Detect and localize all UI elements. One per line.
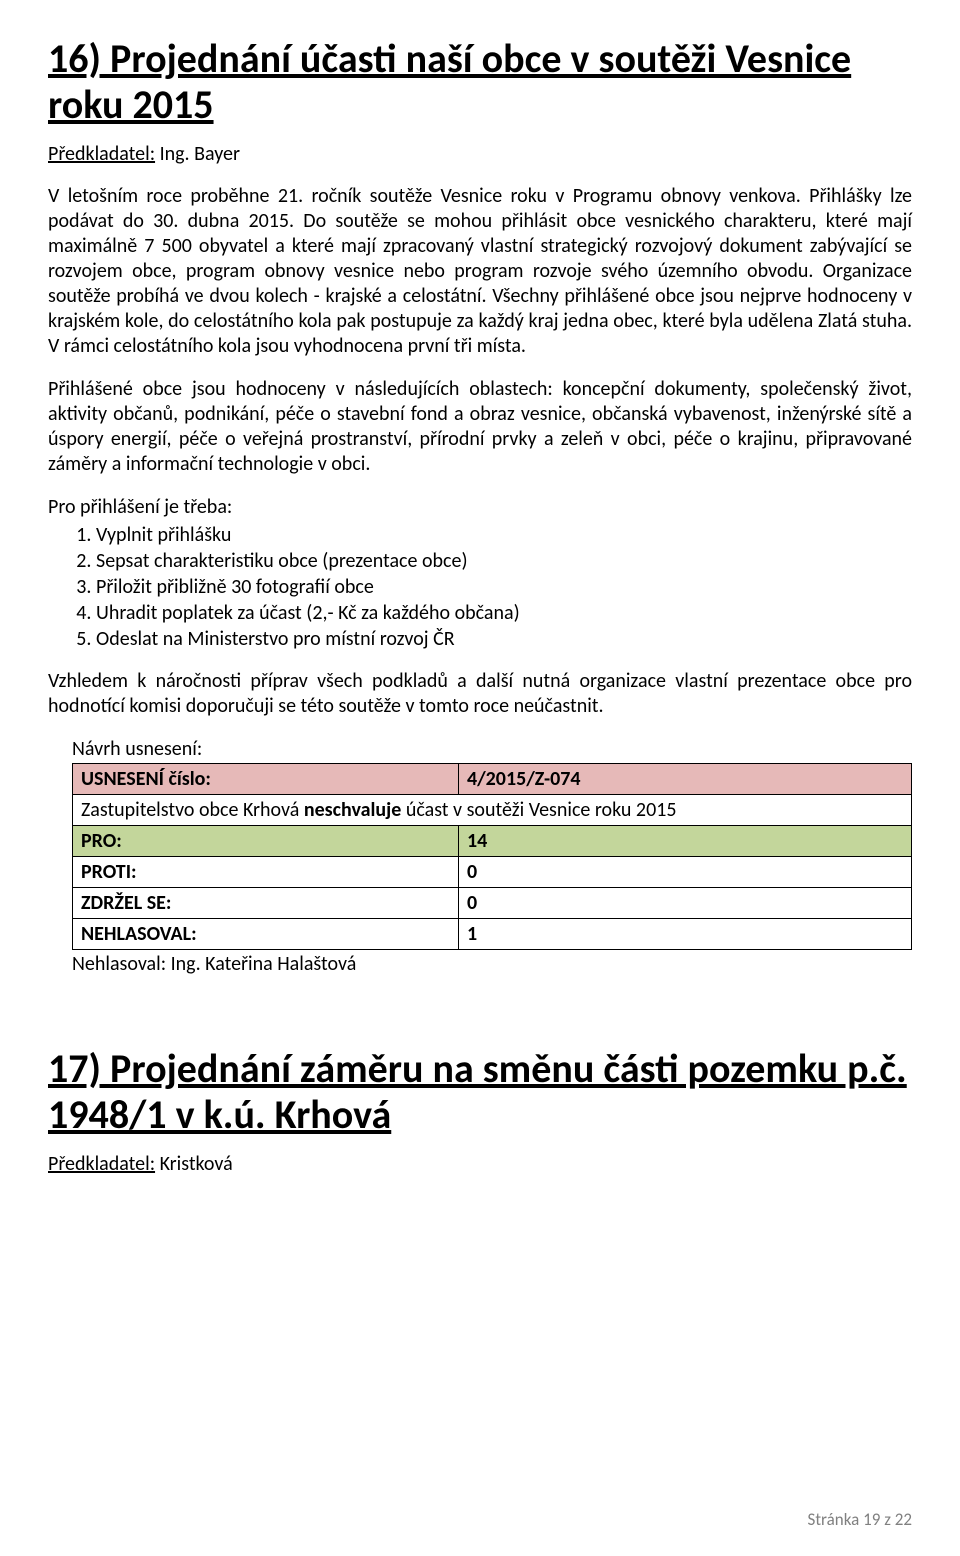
list-item: Odeslat na Ministerstvo pro místní rozvo… <box>96 627 912 651</box>
presenter-line-16: Předkladatel: Ing. Bayer <box>48 142 912 166</box>
vote-nehlasoval-row: NEHLASOVAL: 1 <box>73 919 912 950</box>
vote-proti-value: 0 <box>458 857 911 888</box>
vote-zdrzel-value: 0 <box>458 888 911 919</box>
vote-pro-row: PRO: 14 <box>73 826 912 857</box>
vote-nehlasoval-value: 1 <box>458 919 911 950</box>
resolution-text-prefix: Zastupitelstvo obce Krhová <box>81 798 304 822</box>
vote-zdrzel-label: ZDRŽEL SE: <box>73 888 459 919</box>
resolution-number-cell: 4/2015/Z-074 <box>458 764 911 795</box>
motion-block: Návrh usnesení: USNESENÍ číslo: 4/2015/Z… <box>48 737 912 976</box>
list-item: Sepsat charakteristiku obce (prezentace … <box>96 549 912 573</box>
section-16-heading: 16) Projednání účasti naší obce v soutěž… <box>48 36 912 128</box>
presenter-name: Ing. Bayer <box>160 142 240 166</box>
paragraph-2: Přihlášené obce jsou hodnoceny v následu… <box>48 377 912 477</box>
paragraph-1: V letošním roce proběhne 21. ročník sout… <box>48 184 912 359</box>
vote-proti-row: PROTI: 0 <box>73 857 912 888</box>
list-item: Vyplnit přihlášku <box>96 523 912 547</box>
vote-pro-value: 14 <box>458 826 911 857</box>
list-item: Uhradit poplatek za účast (2,- Kč za kaž… <box>96 601 912 625</box>
list-item: Přiložit přibližně 30 fotografií obce <box>96 575 912 599</box>
resolution-text-cell: Zastupitelstvo obce Krhová neschvaluje ú… <box>73 795 912 826</box>
presenter-label: Předkladatel: <box>48 142 155 166</box>
vote-zdrzel-row: ZDRŽEL SE: 0 <box>73 888 912 919</box>
vote-nehlasoval-label: NEHLASOVAL: <box>73 919 459 950</box>
nehlasoval-note: Nehlasoval: Ing. Kateřina Halaštová <box>72 952 912 976</box>
steps-list: Vyplnit přihlášku Sepsat charakteristiku… <box>48 523 912 651</box>
resolution-text-suffix: účast v soutěži Vesnice roku 2015 <box>401 798 676 822</box>
presenter-name: Kristková <box>160 1152 233 1176</box>
page-footer: Stránka 19 z 22 <box>808 1509 912 1530</box>
section-17-heading: 17) Projednání záměru na směnu části poz… <box>48 1046 912 1138</box>
presenter-line-17: Předkladatel: Kristková <box>48 1152 912 1176</box>
steps-label: Pro přihlášení je třeba: <box>48 495 912 519</box>
resolution-text-bold: neschvaluje <box>304 798 401 822</box>
resolution-table: USNESENÍ číslo: 4/2015/Z-074 Zastupitels… <box>72 763 912 950</box>
resolution-label-cell: USNESENÍ číslo: <box>73 764 459 795</box>
resolution-text-row: Zastupitelstvo obce Krhová neschvaluje ú… <box>73 795 912 826</box>
motion-label: Návrh usnesení: <box>72 737 912 761</box>
vote-proti-label: PROTI: <box>73 857 459 888</box>
presenter-label: Předkladatel: <box>48 1152 155 1176</box>
vote-pro-label: PRO: <box>73 826 459 857</box>
paragraph-3: Vzhledem k náročnosti příprav všech podk… <box>48 669 912 719</box>
resolution-header-row: USNESENÍ číslo: 4/2015/Z-074 <box>73 764 912 795</box>
